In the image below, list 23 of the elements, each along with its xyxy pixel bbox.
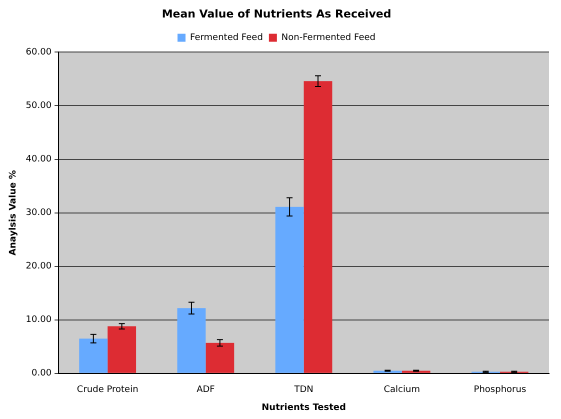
bar xyxy=(206,342,234,373)
bar xyxy=(275,206,304,373)
y-tick-label: 10.00 xyxy=(26,315,52,326)
y-tick-label: 40.00 xyxy=(26,154,52,165)
x-tick-label: Calcium xyxy=(384,385,420,396)
x-tick-label: ADF xyxy=(196,385,215,396)
y-tick-label: 0.00 xyxy=(32,368,52,379)
x-tick-label: TDN xyxy=(293,385,314,396)
bar xyxy=(304,81,332,373)
y-tick-label: 20.00 xyxy=(26,262,52,272)
legend-label: Fermented Feed xyxy=(190,33,263,44)
y-tick-label: 30.00 xyxy=(26,208,52,218)
bar xyxy=(177,308,206,373)
y-tick-label: 50.00 xyxy=(26,101,52,112)
bar xyxy=(79,338,108,373)
chart-title: Mean Value of Nutrients As Received xyxy=(162,7,392,20)
legend-label: Non-Fermented Feed xyxy=(281,33,376,44)
x-tick-label: Phosphorus xyxy=(474,385,526,396)
y-tick-label: 60.00 xyxy=(26,48,52,58)
x-tick-label: Crude Protein xyxy=(76,385,138,396)
y-axis-title: Anaylsis Value % xyxy=(8,170,19,256)
bar xyxy=(108,326,136,373)
x-axis-title: Nutrients Tested xyxy=(262,402,346,413)
